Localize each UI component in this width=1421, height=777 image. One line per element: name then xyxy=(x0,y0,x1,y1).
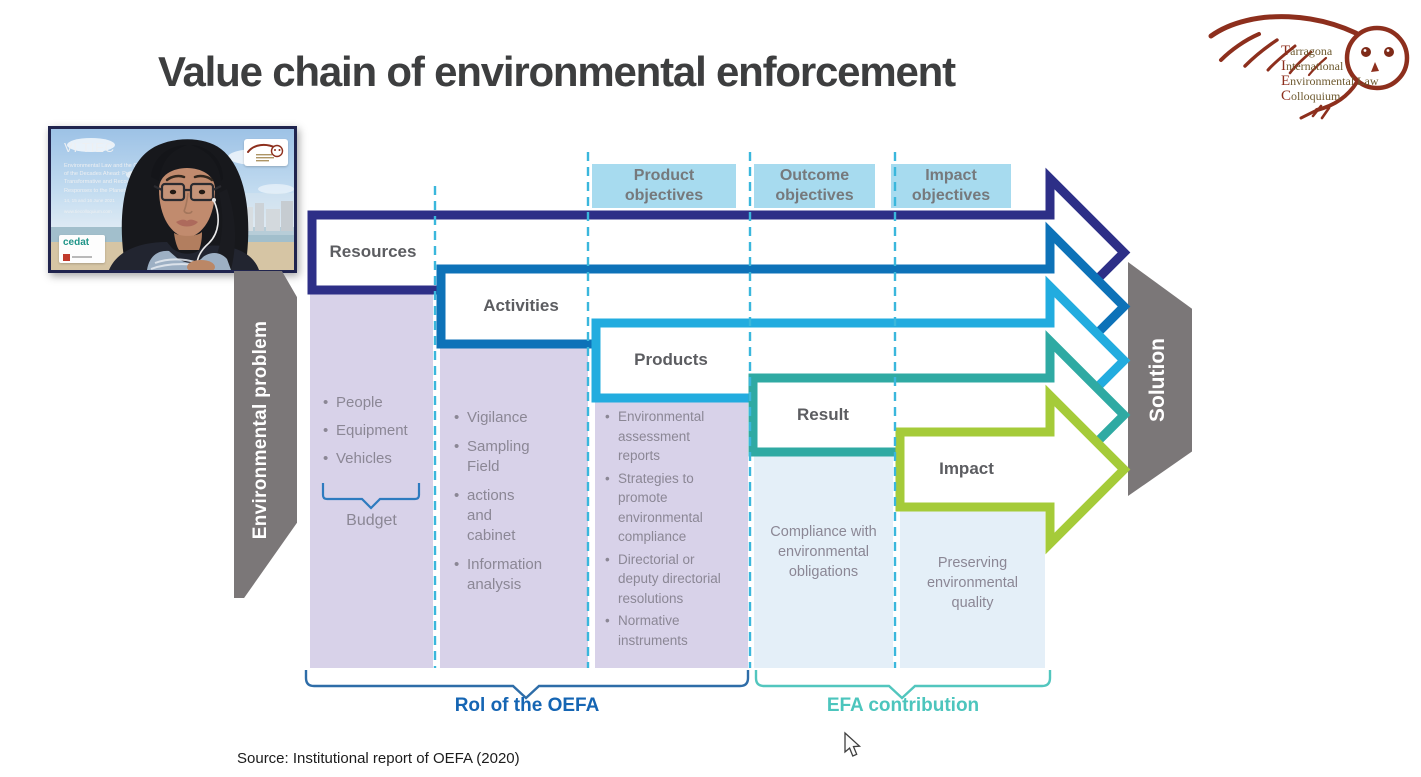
webcam-overlay[interactable]: VI TIEC Environmental Law and the Challe… xyxy=(48,126,297,273)
outcome-objectives-box: Outcome objectives xyxy=(754,164,875,208)
activities-column: Vigilance Sampling Field actions and cab… xyxy=(440,348,588,668)
webcam-heading: VI TIEC xyxy=(64,140,115,155)
owl-icon xyxy=(1208,14,1410,120)
cedat-mark-icon xyxy=(63,254,70,261)
budget-label: Budget xyxy=(346,512,397,529)
logo-text-line: Tarragona xyxy=(1281,43,1333,59)
products-arrow-label: Products xyxy=(634,350,708,369)
logo-text-line: Environmental Law xyxy=(1281,73,1379,89)
product-objectives-box: Product objectives xyxy=(592,164,736,208)
products-column: Environmental assessment reports Strateg… xyxy=(595,402,748,668)
list-item: Strategies to promote environmental comp… xyxy=(605,469,726,547)
preserving-text: Preserving environmental quality xyxy=(926,555,1019,611)
impact-arrow-label: Impact xyxy=(939,459,994,478)
source-note: Source: Institutional report of OEFA (20… xyxy=(237,750,520,767)
cedat-logo-badge: cedat xyxy=(59,235,105,263)
environmental-problem-label: Environmental problem xyxy=(250,320,271,540)
webcam-url-line: www.tiecolloquium.com xyxy=(64,209,112,214)
result-arrow-label: Result xyxy=(797,405,849,424)
list-item: Directorial or deputy directorial resolu… xyxy=(605,550,726,609)
oefa-brace xyxy=(304,670,750,700)
list-item: Information analysis xyxy=(454,555,543,595)
logo-text-line: International xyxy=(1281,58,1344,74)
earphone-cord xyxy=(196,200,219,266)
list-item: actions and cabinet xyxy=(454,486,543,546)
resources-list: People Equipment Vehicles xyxy=(323,394,433,467)
mouse-cursor xyxy=(844,731,862,757)
efa-brace xyxy=(754,670,1052,700)
list-item: People xyxy=(323,394,433,411)
presenter-avatar xyxy=(109,139,259,270)
cedat-label: cedat xyxy=(63,237,90,248)
list-item: Vigilance xyxy=(454,408,543,428)
efa-contribution-label: EFA contribution xyxy=(826,695,980,716)
activities-arrow-label: Activities xyxy=(483,296,559,315)
list-item: Vehicles xyxy=(323,450,433,467)
resources-arrow-label: Resources xyxy=(329,242,417,261)
compliance-text: Compliance with environmental obligation… xyxy=(770,524,877,580)
impact-column: Preserving environmental quality xyxy=(900,511,1045,668)
list-item: Sampling Field xyxy=(454,437,543,477)
resources-column: People Equipment Vehicles Budget xyxy=(310,294,433,668)
rol-of-oefa-label: Rol of the OEFA xyxy=(454,695,600,716)
impact-objectives-box: Impact objectives xyxy=(891,164,1011,208)
logo-text: Tarragona International Environmental La… xyxy=(1281,44,1399,104)
webcam-date-line: 14, 15 and 16 June 2021 xyxy=(64,198,115,203)
activities-list: Vigilance Sampling Field actions and cab… xyxy=(454,408,588,595)
webcam-body-text: Environmental Law and the Challenges of … xyxy=(64,163,163,194)
logo-text-line: Colloquium xyxy=(1281,88,1341,104)
list-item: Normative instruments xyxy=(605,611,726,650)
solution-label: Solution xyxy=(1146,338,1169,422)
tiec-logo: Tarragona International Environmental La… xyxy=(1205,4,1419,126)
list-item: Environmental assessment reports xyxy=(605,407,726,466)
list-item: Equipment xyxy=(323,422,433,439)
result-column: Compliance with environmental obligation… xyxy=(754,456,893,668)
tiec-logo-small xyxy=(244,139,288,166)
owl-icon xyxy=(247,143,284,162)
products-list: Environmental assessment reports Strateg… xyxy=(605,407,748,650)
page-title: Value chain of environmental enforcement xyxy=(158,48,956,95)
